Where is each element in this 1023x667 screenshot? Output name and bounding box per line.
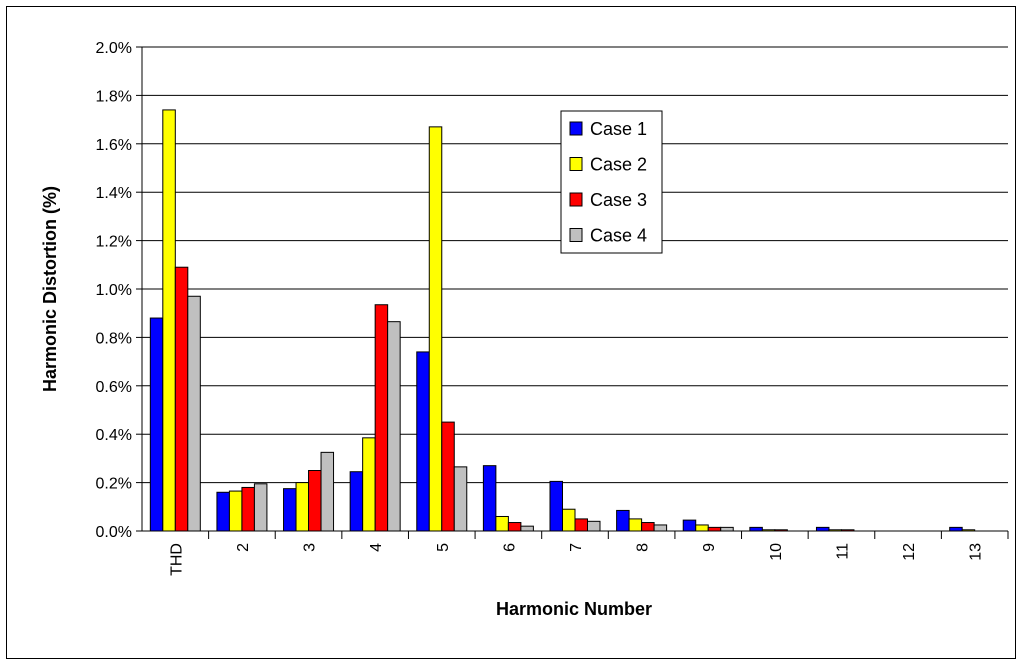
- gridlines: [142, 46, 1008, 484]
- bar-case-1-6: [482, 465, 497, 532]
- y-tick-label: 0.6%: [96, 379, 132, 396]
- bar-case-1-10: [749, 526, 763, 532]
- y-tick-label: 0.2%: [96, 476, 132, 493]
- y-tick-label: 1.4%: [96, 185, 132, 202]
- bar-case-2-8: [628, 518, 643, 532]
- y-tick-label: 1.6%: [96, 137, 132, 154]
- bar-case-2-3: [295, 482, 310, 532]
- bar-case-4-5: [453, 466, 468, 532]
- bar-case-4-4: [387, 321, 401, 532]
- y-tick-label: 1.0%: [96, 282, 132, 299]
- legend-label: Case 3: [590, 190, 647, 210]
- y-axis-title: Harmonic Distortion (%): [40, 186, 60, 392]
- y-tick-labels: 0.0% 0.2% 0.4% 0.6% 0.8% 1.0% 1.2% 1.4% 1.6% 1.8%…: [96, 40, 132, 541]
- legend-swatch-case-1: [569, 121, 583, 136]
- bar-case-2-7: [562, 508, 576, 532]
- bar-case-2-thd: [162, 109, 176, 532]
- bar-case-1-9: [682, 519, 697, 532]
- bar-case-1-11: [815, 526, 830, 532]
- axes: [136, 46, 1009, 539]
- y-tick-label: 2.0%: [96, 40, 132, 57]
- bar-case-1-2: [216, 491, 230, 532]
- x-tick-label: 6: [501, 543, 518, 552]
- bar-case-1-13: [949, 526, 963, 532]
- bar-case-1-5: [416, 351, 430, 532]
- bar-case-2-9: [695, 524, 709, 532]
- bar-case-3-9: [707, 526, 722, 532]
- bars: [149, 109, 976, 532]
- x-tick-label: 13: [968, 543, 985, 561]
- bar-case-3-thd: [174, 266, 189, 532]
- x-tick-label: 3: [302, 543, 319, 552]
- legend-swatch-case-3: [569, 192, 583, 207]
- x-tick-label: 8: [635, 543, 652, 552]
- bar-case-4-8: [653, 524, 668, 532]
- x-tick-label: 11: [834, 543, 851, 560]
- x-tick-label: 4: [368, 543, 385, 552]
- bar-case-2-6: [495, 515, 509, 532]
- legend-swatch-case-4: [569, 228, 583, 242]
- x-tick-label: 7: [568, 543, 585, 552]
- bar-case-1-3: [283, 488, 297, 532]
- x-tick-label: 5: [435, 543, 452, 552]
- bar-case-3-2: [241, 486, 255, 532]
- legend: Case 1 Case 2 Case 3 Case 4: [560, 110, 663, 254]
- bar-case-1-8: [616, 509, 630, 532]
- y-tick-label: 1.2%: [96, 234, 132, 251]
- bar-case-4-2: [253, 483, 268, 532]
- bar-case-2-5: [428, 126, 443, 532]
- bar-case-4-9: [720, 526, 734, 532]
- x-axis-title: Harmonic Number: [496, 599, 652, 619]
- legend-swatch-case-2: [569, 157, 583, 171]
- bar-case-3-4: [374, 304, 389, 532]
- y-tick-label: 0.4%: [96, 427, 132, 444]
- bar-case-4-7: [587, 520, 601, 532]
- bar-case-1-4: [349, 471, 364, 532]
- bar-case-2-4: [362, 437, 376, 532]
- bar-case-3-5: [441, 421, 455, 532]
- x-tick-label: 12: [901, 543, 918, 561]
- x-tick-label: 2: [235, 543, 252, 552]
- legend-label: Case 2: [590, 155, 647, 175]
- bar-case-3-6: [507, 522, 522, 532]
- legend-label: Case 1: [590, 119, 647, 139]
- bar-case-1-thd: [149, 317, 164, 532]
- x-tick-label: 10: [768, 543, 785, 561]
- bar-case-3-7: [574, 518, 588, 532]
- bar-case-4-3: [320, 451, 335, 532]
- x-tick-label: THD: [168, 543, 185, 576]
- y-tick-label: 0.0%: [96, 524, 132, 541]
- bar-case-2-2: [228, 490, 243, 532]
- y-tick-label: 0.8%: [96, 330, 132, 347]
- legend-label: Case 4: [590, 226, 647, 246]
- bar-case-3-3: [308, 470, 322, 532]
- y-tick-label: 1.8%: [96, 88, 132, 105]
- bar-case-4-6: [520, 525, 534, 532]
- bar-case-1-7: [549, 480, 563, 532]
- x-tick-labels: THD 2 3 4 5 6 7 8 9 10 11 12 13: [168, 543, 984, 576]
- bar-case-3-8: [641, 522, 655, 532]
- x-tick-label: 9: [701, 543, 718, 552]
- bar-case-4-thd: [187, 295, 201, 532]
